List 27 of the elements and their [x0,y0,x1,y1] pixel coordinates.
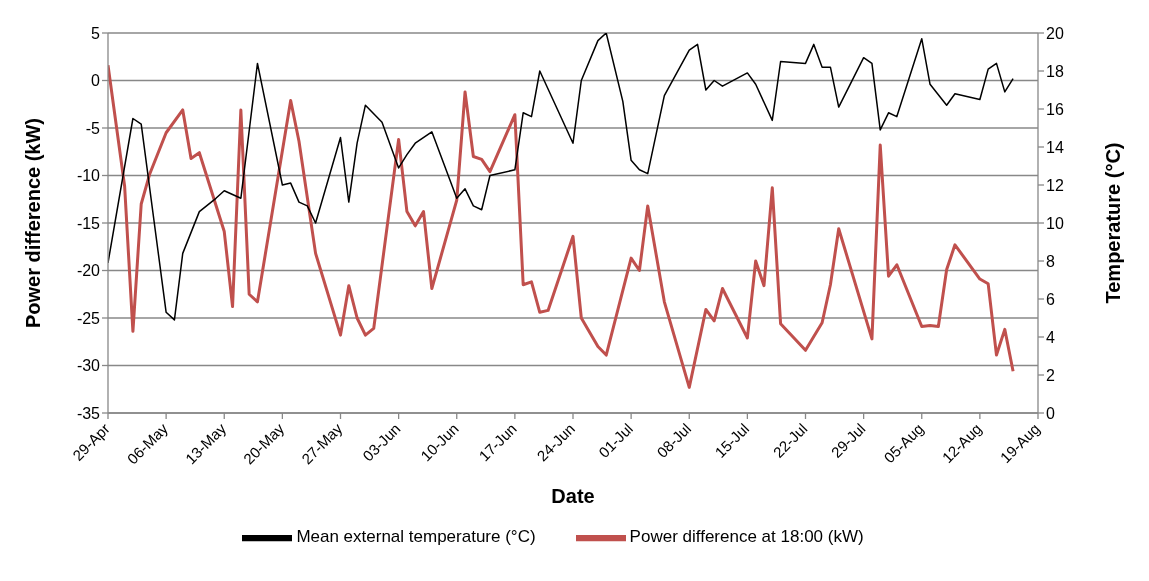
y2-tick-label: 16 [1046,100,1064,118]
x-axis-title: Date [551,485,595,507]
legend-label: Power difference at 18:00 (kW) [629,527,864,547]
y-axis-title: Power difference (kW) [22,117,45,329]
y-tick-label: -15 [76,214,101,232]
y-tick-label: -30 [76,357,101,375]
y2-tick-label: 12 [1046,176,1064,194]
y-tick-label: 0 [91,72,101,90]
y2-tick-label: 6 [1046,290,1055,308]
line-series [108,63,1015,389]
y2-tick-label: 20 [1046,24,1064,42]
y-tick-label: -5 [85,119,101,137]
y2-tick-label: 4 [1046,328,1055,346]
y2-tick-label: 14 [1046,138,1064,156]
y-tick-label: -20 [76,262,101,280]
legend-label: Mean external temperature (°C) [296,527,536,547]
y-tick-label: -10 [76,167,101,185]
y-tick-label: -25 [76,309,101,327]
y2-axis-title: Temperature (°C) [1102,142,1125,304]
y2-tick-label: 18 [1046,62,1064,80]
y2-tick-label: 10 [1046,214,1064,232]
y2-tick-label: 2 [1046,366,1055,384]
y-tick-label: -35 [76,404,101,422]
line-series [108,33,1014,321]
y2-tick-label: 0 [1046,404,1055,422]
y2-tick-label: 8 [1046,252,1055,270]
y-tick-label: 5 [91,24,101,42]
